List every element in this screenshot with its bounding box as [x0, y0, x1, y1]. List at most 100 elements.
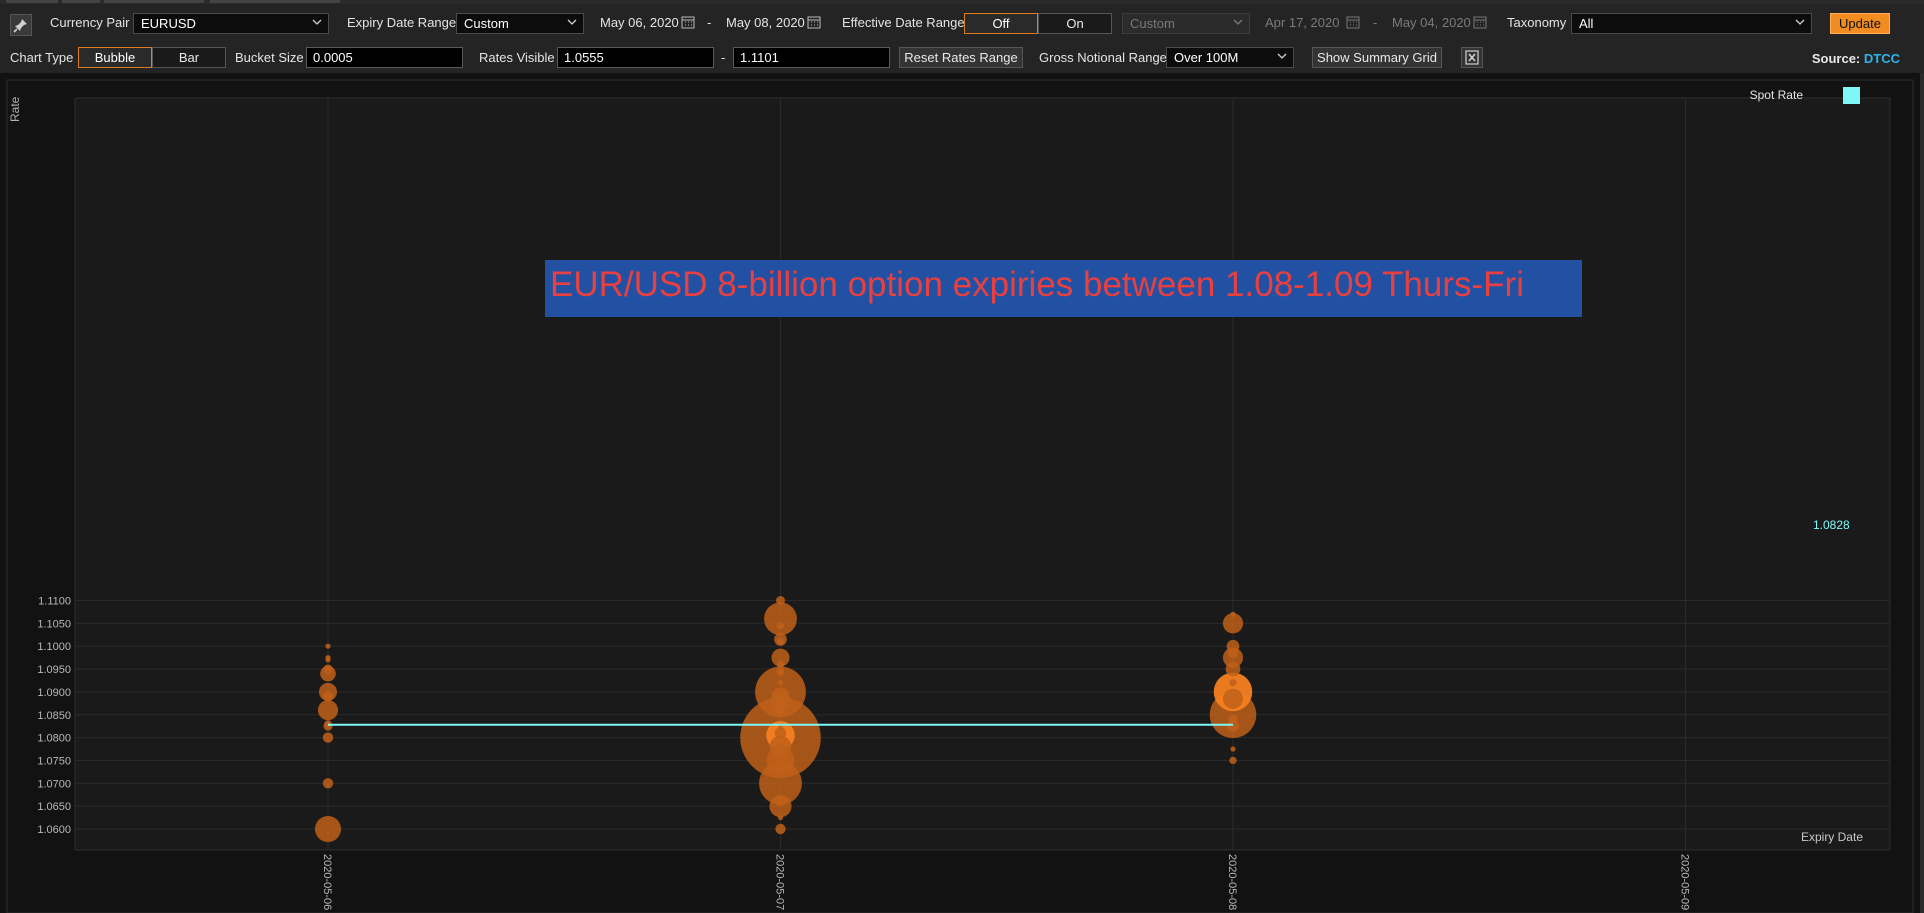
legend-swatch	[1843, 87, 1860, 104]
bubble-point	[777, 680, 784, 686]
excel-icon	[1465, 50, 1479, 65]
bubble-point	[1229, 756, 1237, 765]
bubble-point	[322, 691, 334, 702]
chevron-down-icon	[1233, 19, 1243, 25]
bubble-point	[1222, 688, 1244, 709]
chart-type-label: Chart Type	[10, 50, 74, 65]
range-separator: -	[1373, 15, 1378, 30]
expiry-range-value: Custom	[464, 16, 509, 31]
reset-rates-range-button[interactable]: Reset Rates Range	[899, 47, 1023, 68]
bubble-point	[1227, 647, 1239, 659]
expiry-range-select[interactable]: Custom	[456, 13, 584, 34]
gross-notional-value: Over 100M	[1174, 50, 1239, 65]
chart-options-toolbar: Chart Type Bubble Bar Bucket Size 0.0005…	[0, 42, 1924, 74]
gross-notional-label: Gross Notional Range	[1039, 50, 1167, 65]
x-axis-ticks: 2020-05-06 2020-05-07 2020-05-08 2020-05-09	[321, 854, 1691, 910]
calendar-icon[interactable]	[1346, 15, 1360, 29]
currency-pair-label: Currency Pair	[50, 15, 130, 30]
effective-off-toggle[interactable]: Off	[964, 13, 1038, 34]
y-tick-label: 1.0750	[37, 755, 71, 767]
taxonomy-select[interactable]: All	[1571, 13, 1812, 34]
effective-from-date[interactable]: Apr 17, 2020	[1265, 15, 1340, 30]
bubble-point	[322, 778, 334, 789]
source-label: Source:	[1811, 51, 1861, 66]
window-tab[interactable]	[62, 0, 100, 3]
window-top-strip	[0, 0, 1924, 4]
y-tick-label: 1.1000	[37, 641, 71, 653]
y-tick-label: 1.0700	[37, 778, 71, 790]
y-tick-label: 1.0900	[37, 687, 71, 699]
y-tick-label: 1.1050	[37, 618, 71, 630]
export-excel-button[interactable]	[1461, 47, 1483, 68]
filter-toolbar: Currency Pair EURUSD Expiry Date Range C…	[0, 4, 1924, 43]
bubble-point	[1229, 679, 1237, 687]
bubble-point	[759, 761, 802, 805]
x-tick-label: 2020-05-06	[321, 854, 333, 910]
window-tab[interactable]	[104, 0, 204, 3]
chevron-down-icon	[567, 19, 577, 25]
rates-visible-max-input[interactable]: 1.1101	[733, 47, 890, 68]
y-tick-label: 1.0650	[37, 801, 71, 813]
bubble-point	[1225, 661, 1241, 677]
bubble-point	[323, 664, 333, 674]
bubble-point	[1227, 720, 1239, 732]
y-tick-label: 1.0600	[37, 824, 71, 836]
chevron-down-icon	[1795, 19, 1805, 25]
bubble-point	[1230, 746, 1236, 752]
x-tick-label: 2020-05-09	[1679, 854, 1691, 910]
bubble-series	[315, 595, 1257, 842]
x-axis-title: Expiry Date	[1801, 830, 1863, 844]
bucket-size-input[interactable]: 0.0005	[306, 47, 463, 68]
spot-rate-label: 1.0828	[1813, 518, 1850, 532]
gross-notional-select[interactable]: Over 100M	[1166, 47, 1294, 68]
chevron-down-icon	[312, 19, 322, 25]
range-separator: -	[707, 15, 712, 30]
effective-to-date[interactable]: May 04, 2020	[1392, 15, 1471, 30]
currency-pair-select[interactable]: EURUSD	[133, 13, 329, 34]
calendar-icon[interactable]	[807, 15, 821, 29]
y-axis-title: Rate	[8, 96, 22, 122]
rates-visible-min-input[interactable]: 1.0555	[557, 47, 714, 68]
calendar-icon[interactable]	[681, 15, 695, 29]
bubble-point	[776, 660, 785, 669]
effective-range-select[interactable]: Custom	[1122, 13, 1250, 34]
expiry-range-label: Expiry Date Range	[347, 15, 457, 30]
annotation-banner: EUR/USD 8-billion option expiries betwee…	[545, 260, 1582, 317]
pin-button[interactable]	[10, 14, 32, 36]
y-tick-label: 1.1100	[38, 596, 71, 608]
expiry-to-date[interactable]: May 08, 2020	[726, 15, 805, 30]
data-source: Source: DTCC	[1812, 51, 1900, 66]
y-tick-label: 1.0800	[37, 733, 71, 745]
bubble-point	[1228, 714, 1238, 724]
pin-icon	[13, 19, 27, 33]
y-tick-label: 1.0850	[37, 710, 71, 722]
bubble-point	[775, 743, 786, 755]
bubble-point	[777, 814, 784, 821]
effective-range-label: Effective Date Range	[842, 15, 965, 30]
window-tab[interactable]	[6, 0, 58, 3]
chart-type-bar-toggle[interactable]: Bar	[152, 47, 226, 68]
bubble-point	[325, 657, 331, 663]
bubble-point	[775, 823, 786, 835]
bubble-point	[771, 648, 790, 667]
chart-type-bubble-toggle[interactable]: Bubble	[78, 47, 152, 68]
calendar-icon[interactable]	[1473, 15, 1487, 29]
bubble-point	[776, 637, 785, 646]
bubble-chart: 1.0600 1.0650 1.0700 1.0750 1.0800 1.0850 1.09…	[0, 73, 1920, 913]
update-button[interactable]: Update	[1830, 13, 1890, 34]
bubble-point	[776, 621, 785, 630]
legend-label: Spot Rate	[1750, 88, 1804, 102]
y-axis-ticks: 1.0600 1.0650 1.0700 1.0750 1.0800 1.0850 1.09…	[37, 596, 71, 837]
bubble-point	[775, 797, 786, 807]
taxonomy-label: Taxonomy	[1507, 15, 1567, 30]
bubble-point	[776, 706, 785, 714]
effective-on-toggle[interactable]: On	[1038, 13, 1112, 34]
bubble-point	[777, 671, 784, 677]
bucket-size-label: Bucket Size	[235, 50, 304, 65]
show-summary-grid-button[interactable]: Show Summary Grid	[1312, 47, 1442, 68]
expiry-from-date[interactable]: May 06, 2020	[600, 15, 679, 30]
x-tick-label: 2020-05-08	[1226, 854, 1238, 910]
window-tab[interactable]	[210, 0, 340, 3]
source-link[interactable]: DTCC	[1863, 51, 1900, 66]
bubble-point	[322, 732, 334, 743]
